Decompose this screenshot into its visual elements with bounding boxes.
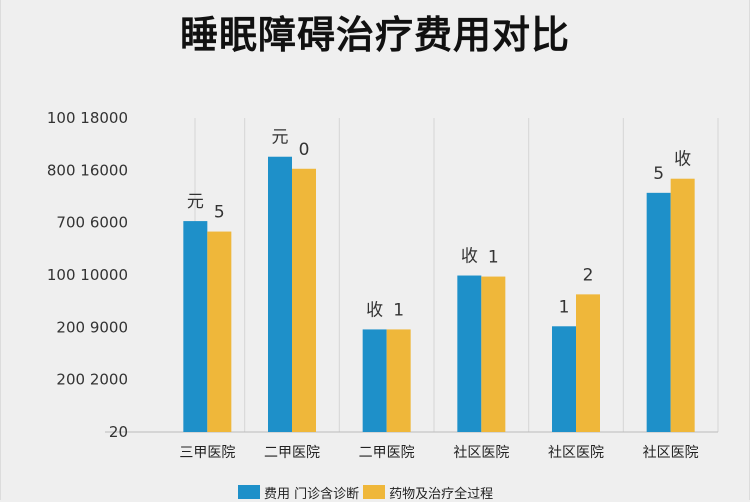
data-label: 1 — [559, 297, 570, 317]
data-label: 0 — [299, 140, 310, 160]
legend-label-series-2: 药物及治疗全过程 — [389, 486, 494, 502]
x-tick-label: 二甲医院 — [359, 445, 415, 461]
x-tick-label: 社区医院 — [453, 445, 509, 461]
y-tick-label: 100 18000 — [47, 109, 128, 127]
data-label: 元 — [272, 128, 289, 148]
bar-series-1 — [183, 221, 208, 432]
legend: 费用 门诊含诊断 药物及治疗全过程 — [238, 484, 494, 502]
data-label: 收 — [674, 150, 691, 170]
bar-series-1 — [268, 156, 292, 432]
data-label: 元 — [187, 192, 204, 212]
y-tick-label: 200 9000 — [56, 318, 128, 336]
x-tick-label: 三甲医院 — [179, 445, 235, 461]
x-tick-label: 二甲医院 — [264, 445, 320, 461]
data-label: 1 — [393, 300, 404, 320]
y-tick-label: 800 16000 — [47, 161, 128, 179]
chart-title: 睡眠障碍治疗费用对比 — [179, 13, 570, 57]
data-label: 5 — [653, 164, 664, 184]
x-tick-label: 社区医院 — [643, 445, 699, 461]
y-tick-label: 20 — [109, 423, 128, 441]
legend-swatch-yellow — [363, 485, 386, 499]
bar-series-2 — [207, 231, 232, 432]
bar-series-2 — [576, 294, 600, 432]
y-tick-label: 700 6000 — [56, 214, 128, 232]
bar-series-2 — [292, 168, 316, 432]
legend-swatch-blue — [238, 485, 260, 499]
bar-series-1 — [646, 192, 671, 432]
data-label: 2 — [583, 265, 594, 285]
data-label: 收 — [366, 300, 383, 320]
legend-label-series-1: 费用 门诊含诊断 — [264, 486, 360, 502]
y-tick-label: 200 2000 — [56, 371, 128, 389]
y-tick-label: 100 10000 — [47, 266, 128, 284]
bar-series-2 — [481, 276, 506, 432]
data-label: 收 — [461, 247, 478, 267]
data-label: 5 — [214, 203, 225, 223]
bar-series-1 — [457, 275, 482, 432]
data-label: 1 — [488, 248, 499, 268]
bar-series-1 — [362, 329, 387, 432]
bar-series-2 — [670, 178, 695, 432]
x-tick-label: 社区医院 — [548, 445, 604, 461]
bar-series-2 — [386, 329, 411, 432]
bar-series-1 — [552, 326, 576, 432]
